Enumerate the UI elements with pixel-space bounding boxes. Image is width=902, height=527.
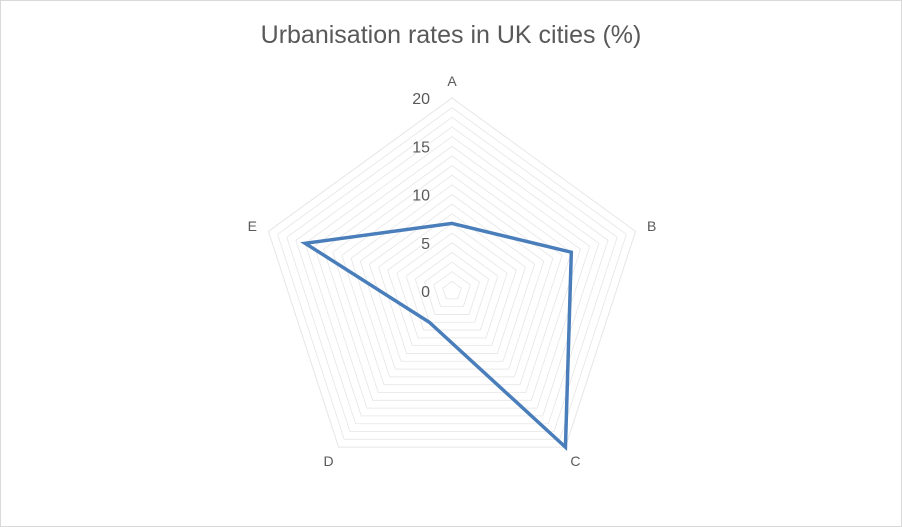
grid-ring xyxy=(396,232,508,339)
grid-ring xyxy=(304,136,600,417)
grid-ring xyxy=(323,155,581,401)
series-line xyxy=(300,221,574,452)
category-labels: A B C D E xyxy=(248,73,657,469)
grid-ring xyxy=(267,97,637,448)
tick-label: 10 xyxy=(412,188,430,205)
grid-ring xyxy=(350,184,554,378)
tick-label: 20 xyxy=(412,91,430,108)
radar-grid xyxy=(267,97,637,448)
series-layer xyxy=(300,221,574,452)
grid-ring xyxy=(295,126,609,425)
grid-ring xyxy=(414,251,490,323)
chart-title: Urbanisation rates in UK cities (%) xyxy=(260,21,642,49)
radial-axis-ticks: 0 5 10 15 20 xyxy=(412,91,430,301)
category-label: B xyxy=(647,218,656,234)
grid-ring xyxy=(313,145,591,409)
grid-ring xyxy=(286,116,618,432)
grid-ring xyxy=(442,280,462,300)
grid-ring xyxy=(423,261,481,315)
grid-ring xyxy=(405,242,499,331)
tick-label: 15 xyxy=(412,139,430,156)
category-label: C xyxy=(570,453,580,469)
grid-ring xyxy=(277,107,627,440)
grid-ring xyxy=(341,174,563,386)
category-label: D xyxy=(324,453,334,469)
grid-ring xyxy=(433,271,471,308)
grid-ring xyxy=(332,165,572,393)
tick-label: 5 xyxy=(421,236,430,253)
grid-ring xyxy=(387,222,517,347)
grid-ring xyxy=(359,194,545,370)
grid-ring xyxy=(378,213,526,354)
grid-ring xyxy=(368,203,536,362)
category-label: A xyxy=(447,73,457,89)
category-label: E xyxy=(248,218,257,234)
tick-label: 0 xyxy=(421,284,430,301)
